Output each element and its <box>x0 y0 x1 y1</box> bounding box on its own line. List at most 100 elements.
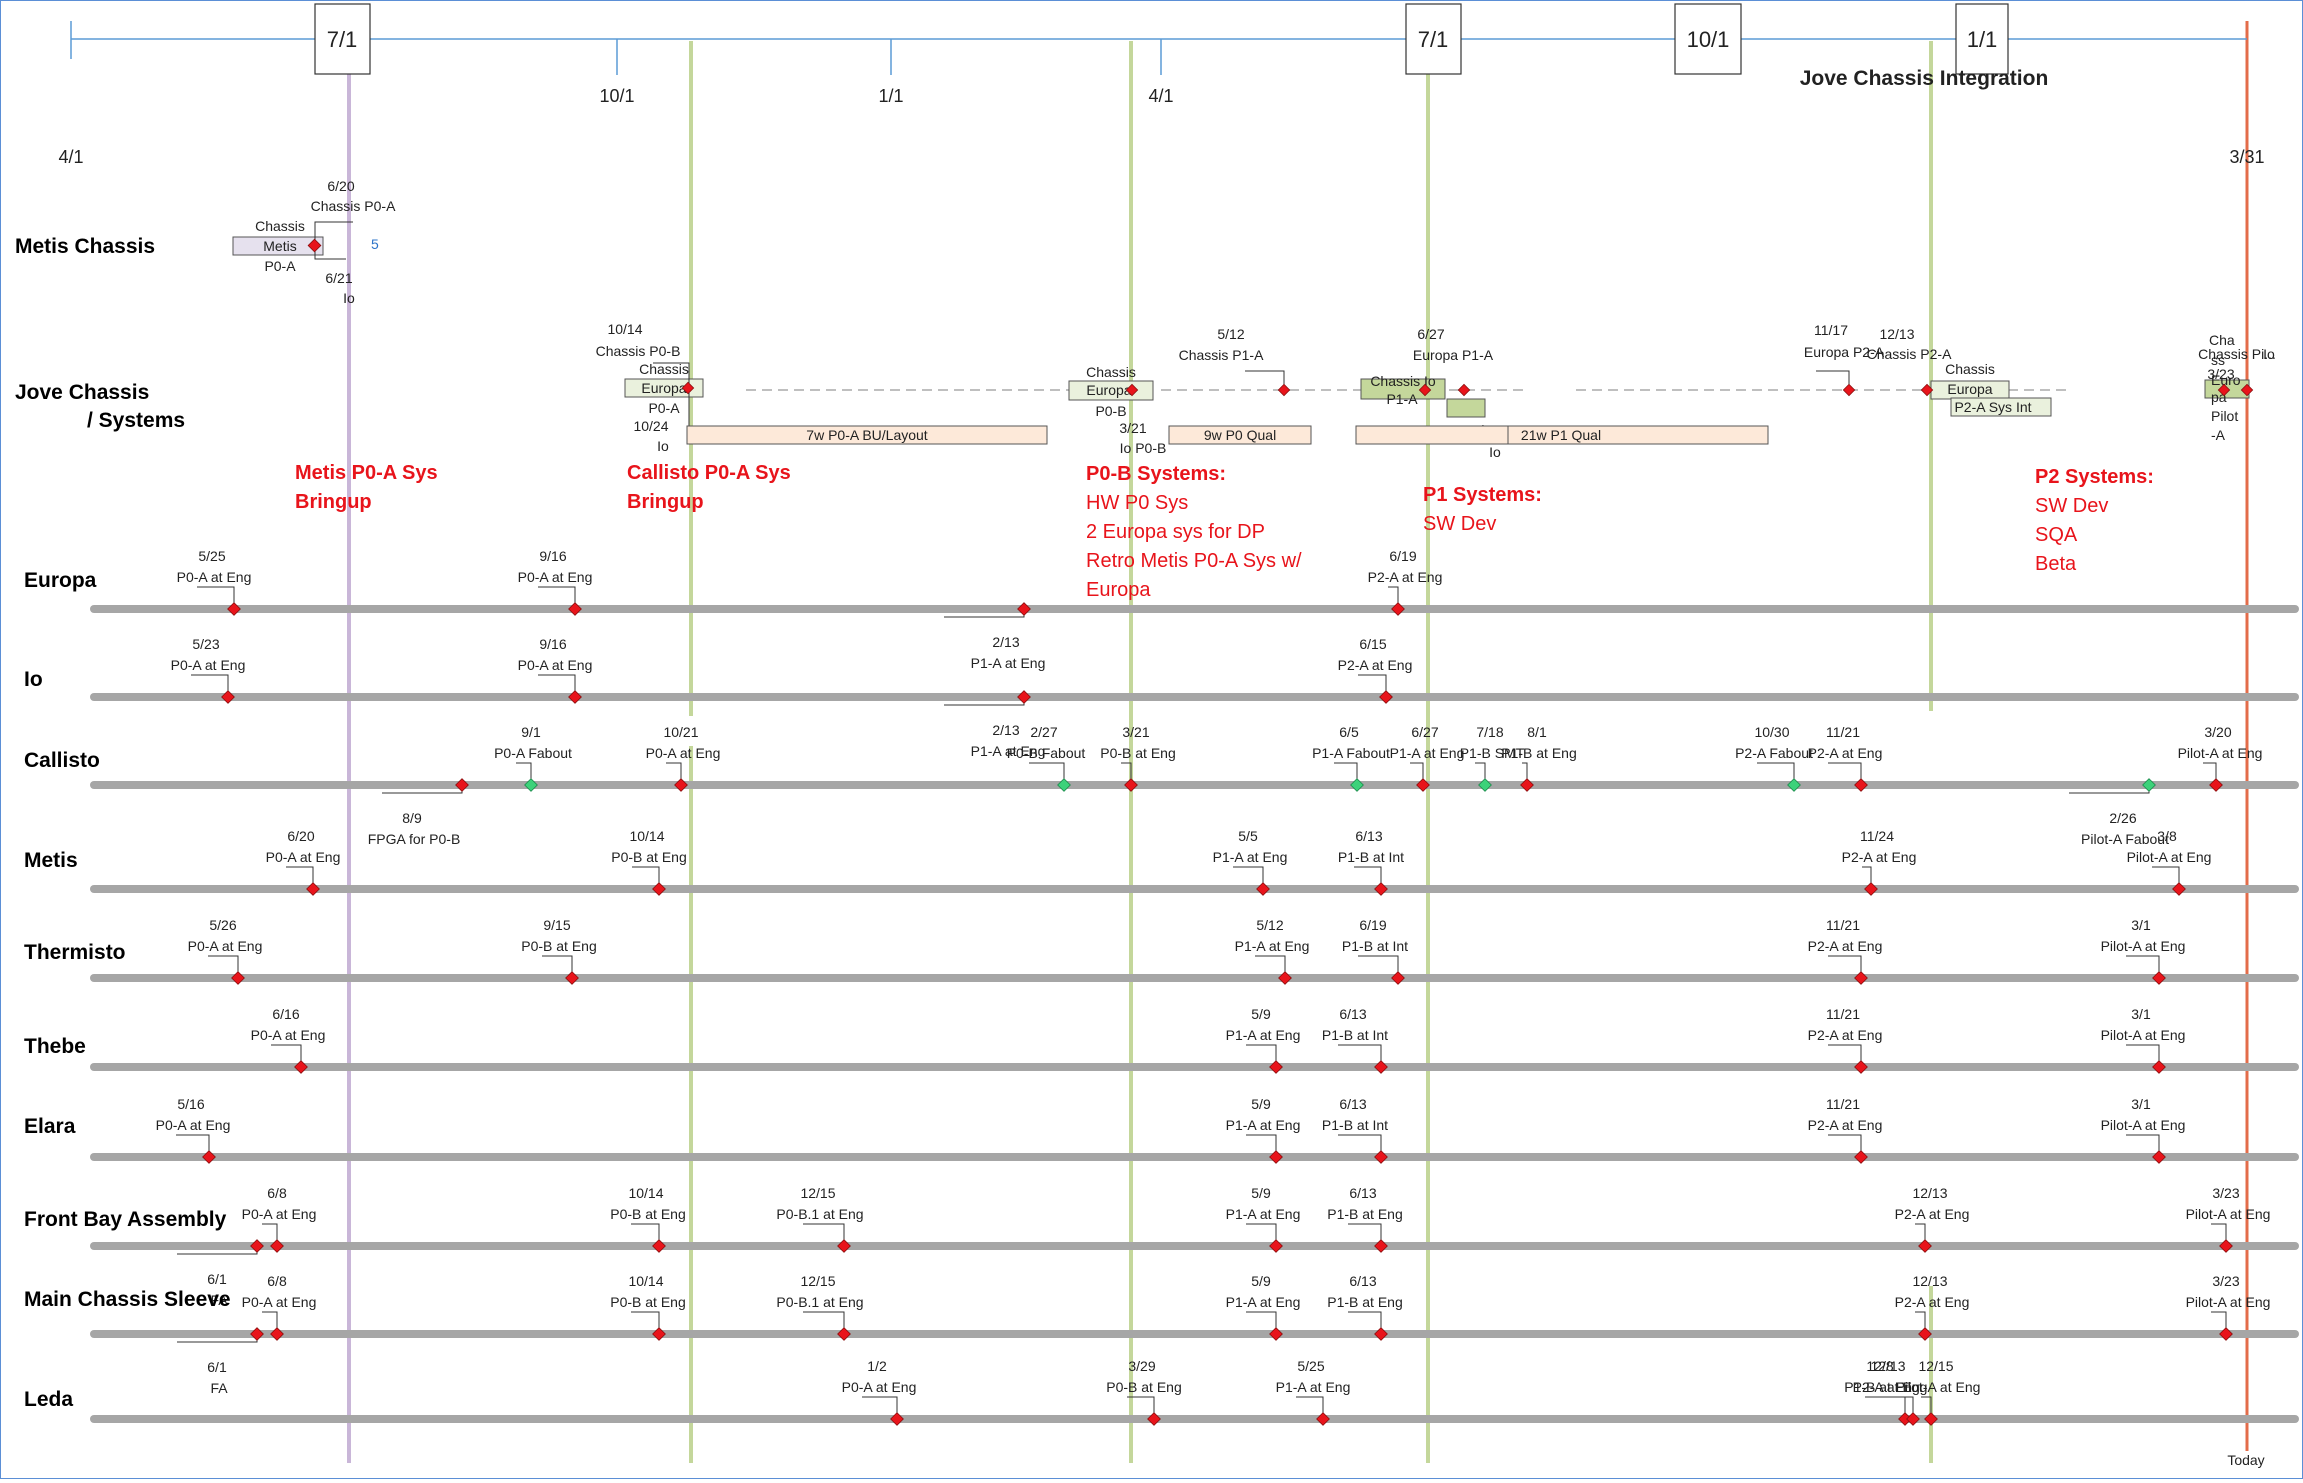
metis-box <box>232 236 324 256</box>
milestone-diamond <box>1457 383 1471 397</box>
milestone-diamond <box>1269 1150 1283 1164</box>
leader-line <box>1255 955 1286 978</box>
milestone-date: 12/13 <box>1912 1185 1947 1201</box>
phase-p1-1: P1 Systems: <box>1423 484 1542 506</box>
milestone-date: 5/9 <box>1251 1096 1271 1112</box>
milestone-date: 5/26 <box>209 917 236 933</box>
milestone-diamond <box>568 690 582 704</box>
pilot-box-line: Pilot <box>2211 408 2238 424</box>
leader-line <box>538 586 576 609</box>
bar-21w <box>1507 425 1769 445</box>
pilot-box-line: Cha <box>2209 332 2235 348</box>
leader-line <box>538 674 576 697</box>
milestone-date: 9/1 <box>521 724 541 740</box>
milestone-diamond <box>1374 1150 1388 1164</box>
milestone-date: 11/21 <box>1826 1096 1860 1112</box>
milestone-date: 12/15 <box>800 1273 835 1289</box>
bar-7w <box>686 425 1048 445</box>
leader-line <box>1338 1134 1382 1157</box>
io2-date: 3/21 <box>1119 420 1146 436</box>
milestone-date: 5/9 <box>1251 1185 1271 1201</box>
milestone-label: P1-A at Eng <box>1213 849 1288 865</box>
milestone-date: 2/13 <box>992 722 1019 738</box>
boxed-date: 7/1 <box>327 27 358 52</box>
ep1a-text: Europa P1-A <box>1413 347 1494 363</box>
date-box <box>1955 3 2009 75</box>
milestone-diamond <box>270 1239 284 1253</box>
milestone-diamond <box>1269 1060 1283 1074</box>
milestone-label: P1-B at Eng <box>1844 1379 1920 1395</box>
milestone-label: P0-A at Eng <box>518 657 593 673</box>
milestone-date: 3/8 <box>2157 828 2177 844</box>
bar-9w-label: 9w P0 Qual <box>1204 427 1276 443</box>
milestone-label: P2-A at Eng <box>1842 849 1917 865</box>
milestone-diamond <box>250 1239 264 1253</box>
milestone-diamond <box>2172 882 2186 896</box>
leader-line <box>803 1311 845 1334</box>
milestone-diamond <box>2152 971 2166 985</box>
milestone-diamond <box>1277 383 1291 397</box>
date-box <box>1674 3 1742 75</box>
phase-p2-4: Beta <box>2035 553 2077 575</box>
milestone-diamond <box>1854 1060 1868 1074</box>
milestone-label: P0-B.1 at Eng <box>776 1294 863 1310</box>
row-europa: Europa 5/25 P0-A at Eng 9/16 P0-A at Eng 2/13… <box>24 548 2299 671</box>
leader-line <box>1029 762 1065 785</box>
milestone-label: P1-B SMT <box>1460 745 1525 761</box>
milestone-date: 3/1 <box>2131 1096 2151 1112</box>
ep2a-date: 11/17 <box>1814 322 1848 338</box>
milestone-label: P0-A at Eng <box>518 569 593 585</box>
milestone-diamond <box>1017 602 1031 616</box>
milestone-diamond <box>1278 971 1292 985</box>
leader-line <box>1246 1311 1277 1334</box>
phase-p2-3: SQA <box>2035 524 2078 546</box>
milestone-label: Pilot-A at Eng <box>2178 745 2263 761</box>
milestone-date: 6/20 <box>287 828 314 844</box>
row-label: Callisto <box>24 749 100 772</box>
milestone-label: P2-A at Eng <box>1338 657 1413 673</box>
row-elara: Elara 5/16 P0-A at Eng 5/9 P1-A at Eng 6/13 P1… <box>24 1096 2299 1164</box>
milestone-diamond-green <box>2142 778 2156 792</box>
row-label: Thermisto <box>24 941 126 964</box>
milestone-label: P1-A at Eng <box>1390 745 1465 761</box>
phase-p0b-5: Europa <box>1086 579 1151 601</box>
milestone-label: P2-A at Eng <box>1808 745 1883 761</box>
leader-line <box>631 1223 660 1246</box>
milestone-label: Pilot-A at Eng <box>2127 849 2212 865</box>
leader-line <box>1757 762 1795 785</box>
milestone-label: P0-B at Eng <box>521 938 597 954</box>
milestone-diamond <box>1920 383 1934 397</box>
milestone-diamond <box>2240 383 2254 397</box>
metis-box-label: Metis <box>263 238 296 254</box>
milestone-diamond <box>1017 690 1031 704</box>
milestone-date: 5/9 <box>1251 1006 1271 1022</box>
leader-line <box>1348 1223 1382 1246</box>
leader-line <box>2126 955 2160 978</box>
milestone-label: FPGA for P0-B <box>368 831 461 847</box>
leader-line <box>1862 866 1872 889</box>
milestone-label: P1-A Fabout <box>1312 745 1390 761</box>
pilot-io: Io <box>2263 346 2275 362</box>
leader-line <box>542 955 573 978</box>
milestone-label: P0-B at Eng <box>1100 745 1176 761</box>
ep2a-text: Europa P2-A <box>1804 344 1885 360</box>
io3-text: Io <box>1489 444 1501 460</box>
leader-line <box>1354 866 1382 889</box>
row-label: Metis <box>24 849 78 872</box>
milestone-diamond-green <box>1478 778 1492 792</box>
milestone-diamond <box>890 1412 904 1426</box>
leader-line <box>176 1134 210 1157</box>
milestone-label: P1-A at Eng <box>1235 938 1310 954</box>
milestone-diamond <box>307 238 322 253</box>
row-io: Io 5/23 P0-A at Eng 9/16 P0-A at Eng 2/13 P1-A… <box>24 636 2299 759</box>
leader-line <box>803 1223 845 1246</box>
pilot-box-line: -A <box>2211 427 2226 443</box>
phase-callisto-2: Bringup <box>627 491 704 513</box>
milestone-diamond <box>221 690 235 704</box>
milestone-label: P0-A at Eng <box>242 1206 317 1222</box>
milestone-diamond <box>1269 1239 1283 1253</box>
milestone-diamond <box>2217 383 2231 397</box>
milestone-label: Pilot-A at Eng <box>1896 1379 1981 1395</box>
europa1-label: Europa <box>641 380 686 396</box>
